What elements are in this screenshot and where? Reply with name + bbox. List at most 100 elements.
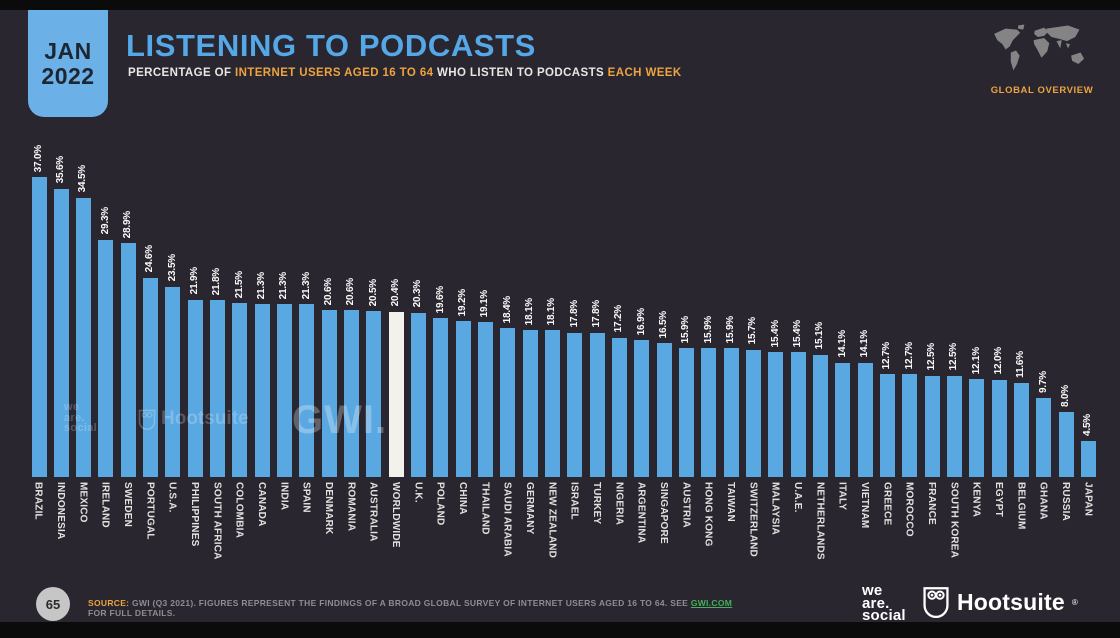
bar-slot: 19.1% THAILAND — [475, 130, 497, 590]
bar-slot: 17.8% TURKEY — [586, 130, 608, 590]
bar-value-label: 17.2% — [613, 305, 625, 333]
bar-slot: 34.5% MEXICO — [73, 130, 95, 590]
bar — [991, 379, 1007, 477]
gwi-link[interactable]: GWI.COM — [690, 598, 733, 608]
bar-slot: 4.5% JAPAN — [1078, 130, 1100, 590]
bar-category-label: EGYPT — [992, 482, 1004, 517]
bar-slot: 19.2% CHINA — [452, 130, 474, 590]
bar-value-label: 12.7% — [903, 341, 915, 370]
bar — [232, 302, 248, 477]
bar-category-label: SOUTH AFRICA — [211, 482, 223, 560]
bar-chart: 37.0% BRAZIL 35.6% INDONESIA 34.5% MEXICO 29.3… — [28, 130, 1100, 590]
bar-value-label: 34.5% — [77, 165, 89, 193]
bar-value-label: 15.4% — [769, 319, 781, 348]
bar-value-label: 18.4% — [501, 295, 513, 323]
bar-value-label: 21.9% — [188, 267, 200, 295]
bar-value-label: 12.5% — [925, 343, 937, 371]
bar — [478, 322, 494, 477]
bar — [143, 277, 159, 477]
bar — [277, 304, 293, 477]
bar-slot: 20.5% AUSTRALIA — [363, 130, 385, 590]
bar-slot: 15.9% HONG KONG — [698, 130, 720, 590]
bar-slot: 15.1% NETHERLANDS — [810, 130, 832, 590]
bar-value-label: 19.2% — [456, 289, 468, 317]
logo-text: Hootsuite — [957, 588, 1065, 615]
bar-category-label: SINGAPORE — [657, 482, 669, 544]
bar-category-label: INDIA — [278, 482, 290, 511]
bar-category-label: GHANA — [1037, 482, 1049, 520]
world-map-icon — [990, 20, 1094, 82]
date-badge: JAN 2022 — [28, 10, 108, 117]
bar-value-label: 21.8% — [211, 268, 223, 296]
bar — [947, 375, 963, 477]
bar-category-label: U.S.A. — [166, 482, 178, 513]
bar-category-label: CHINA — [456, 482, 468, 515]
bar-value-label: 28.9% — [121, 210, 133, 238]
page-number-badge: 65 — [36, 587, 70, 621]
bar-category-label: GREECE — [881, 482, 893, 526]
bar — [813, 354, 829, 477]
bar-value-label: 8.0% — [1059, 385, 1071, 408]
bar-category-label: PORTUGAL — [144, 482, 156, 540]
bar-category-label: BRAZIL — [32, 482, 44, 520]
page-subtitle: PERCENTAGE OF INTERNET USERS AGED 16 TO … — [128, 67, 682, 79]
bar-value-label: 16.9% — [635, 307, 647, 336]
bar — [98, 239, 114, 477]
bar-value-label: 23.5% — [166, 254, 178, 282]
bar-value-label: 35.6% — [54, 156, 66, 184]
bar — [210, 300, 226, 477]
bar-category-label: KENYA — [970, 482, 982, 518]
bar-value-label: 11.6% — [1015, 351, 1027, 379]
bar-slot: 12.5% FRANCE — [921, 130, 943, 590]
bar-slot: 18.1% NEW ZEALAND — [542, 130, 564, 590]
bar — [433, 318, 449, 477]
bar-category-label: BELGIUM — [1015, 482, 1027, 530]
bar — [634, 340, 650, 477]
bar-value-label: 12.0% — [992, 347, 1004, 375]
bar-slot: 18.4% SAUDI ARABIA — [497, 130, 519, 590]
bar-category-label: MEXICO — [77, 482, 89, 523]
bar-slot: 15.4% U.A.E. — [787, 130, 809, 590]
bar-slot: 11.6% BELGIUM — [1011, 130, 1033, 590]
source-label: SOURCE: — [88, 598, 130, 608]
bar-value-label: 15.1% — [814, 322, 826, 350]
bar-category-label: MALAYSIA — [769, 482, 781, 535]
global-overview-label: GLOBAL OVERVIEW — [990, 85, 1094, 96]
bar-value-label: 37.0% — [32, 144, 44, 173]
bar — [880, 374, 896, 477]
bar-category-label: PHILIPPINES — [188, 482, 200, 547]
bar-value-label: 15.9% — [702, 315, 714, 344]
bar-slot: 12.7% GREECE — [877, 130, 899, 590]
bar — [835, 362, 851, 477]
bar-slot: 8.0% RUSSIA — [1055, 130, 1077, 590]
owl-icon — [923, 587, 949, 618]
bar-value-label: 21.3% — [255, 272, 267, 300]
bar-category-label: SOUTH KOREA — [948, 482, 960, 559]
we-are-social-logo: we are. social — [862, 583, 906, 622]
bar-value-label: 4.5% — [1082, 413, 1094, 436]
bar-slot: 20.6% ROMANIA — [341, 130, 363, 590]
bar-category-label: TAIWAN — [724, 482, 736, 522]
bar-category-label: NETHERLANDS — [814, 482, 826, 560]
bar-category-label: SPAIN — [300, 482, 312, 513]
bar-category-label: INDONESIA — [54, 482, 66, 540]
bar-slot: 21.9% PHILIPPINES — [184, 130, 206, 590]
source-suffix: FOR FULL DETAILS. — [88, 608, 176, 618]
bar — [366, 310, 382, 477]
bar-category-label: THAILAND — [479, 482, 491, 535]
subtitle-segment: INTERNET USERS AGED 16 TO 64 — [234, 67, 434, 79]
bar-slot: 12.5% SOUTH KOREA — [944, 130, 966, 590]
bar — [1058, 412, 1074, 477]
bar-category-label: HONG KONG — [702, 482, 714, 547]
bar — [545, 330, 561, 477]
bar-slot: 21.3% CANADA — [251, 130, 273, 590]
bar-category-label: DENMARK — [322, 482, 334, 535]
bar-category-label: RUSSIA — [1059, 482, 1071, 521]
bar-slot: 12.0% EGYPT — [988, 130, 1010, 590]
bar — [902, 374, 918, 477]
bar-value-label: 21.5% — [233, 270, 245, 298]
bar-category-label: IRELAND — [99, 482, 111, 528]
bar-category-label: SWITZERLAND — [747, 482, 759, 557]
bar-category-label: NEW ZEALAND — [546, 482, 558, 559]
bar-value-label: 20.6% — [345, 277, 357, 306]
